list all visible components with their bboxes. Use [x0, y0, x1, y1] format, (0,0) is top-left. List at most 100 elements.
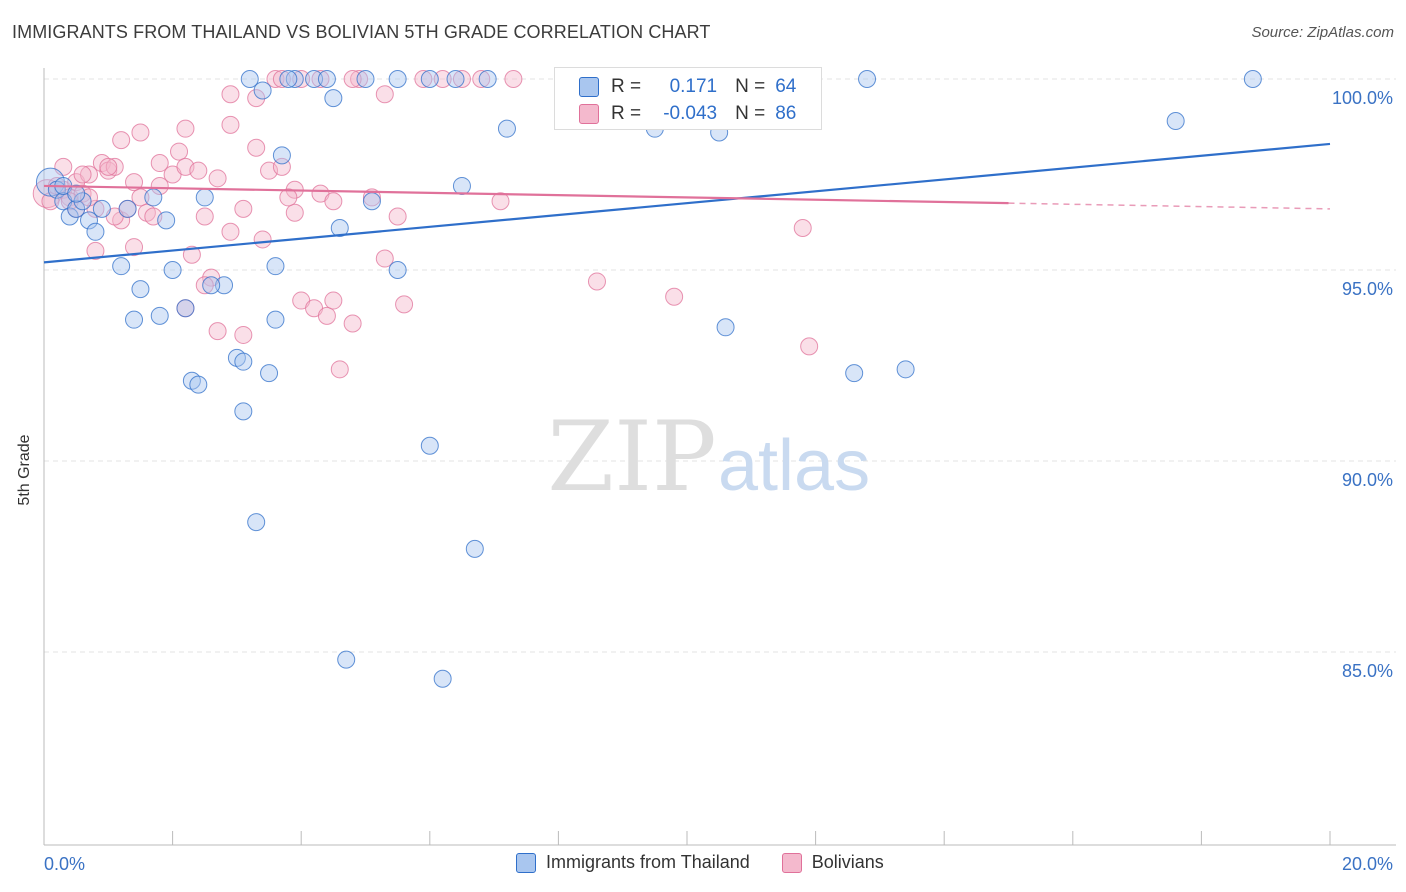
r-value: 0.171	[669, 76, 718, 97]
bolivians-trend-line	[43, 184, 1009, 205]
bolivians-point	[324, 192, 343, 211]
thailand-point	[86, 222, 105, 241]
bolivians-point	[86, 241, 105, 260]
bolivians-point	[343, 314, 362, 333]
bolivians-point	[272, 70, 291, 88]
bolivians-point	[105, 157, 124, 176]
bolivians-point	[279, 188, 298, 207]
bolivians-point	[176, 119, 195, 138]
bolivians-point	[311, 70, 330, 88]
thailand-point	[253, 81, 272, 100]
bolivians-point	[452, 70, 471, 88]
thailand-point	[858, 70, 877, 88]
n-label: N =	[735, 76, 766, 97]
thailand-points	[35, 70, 1262, 688]
thailand-point	[266, 257, 285, 276]
legend-label-thailand: Immigrants from Thailand	[546, 852, 750, 872]
bolivians-point	[221, 85, 240, 104]
x-tick-label-max: 20.0%	[1342, 854, 1393, 874]
legend-label-bolivians: Bolivians	[811, 852, 884, 872]
bolivians-point	[131, 188, 150, 207]
bolivians-swatch	[781, 852, 802, 873]
x-tick-label-min: 0.0%	[44, 854, 85, 874]
bolivians-point	[587, 272, 606, 291]
bolivians-point	[665, 287, 684, 306]
bolivians-point	[504, 70, 523, 88]
thailand-point	[478, 70, 497, 88]
thailand-point	[285, 70, 304, 88]
thailand-point	[67, 184, 86, 203]
bolivians-point	[150, 154, 169, 173]
bolivians-point	[234, 325, 253, 344]
thailand-point	[356, 70, 375, 88]
thailand-point	[845, 364, 864, 383]
bolivians-point	[266, 70, 285, 88]
thailand-point	[67, 199, 86, 218]
bolivians-point	[112, 131, 131, 150]
thailand-point	[362, 192, 381, 211]
series-legend: Immigrants from Thailand Bolivians	[516, 852, 916, 873]
bolivians-point	[221, 115, 240, 134]
thailand-point	[240, 70, 259, 88]
thailand-point	[35, 167, 65, 197]
watermark: ZIP atlas	[547, 401, 870, 513]
bolivians-point	[793, 218, 812, 237]
bolivians-point	[362, 188, 381, 207]
bolivians-point	[41, 192, 60, 211]
stats-row-bolivians: R = -0.043 N = 86	[579, 101, 796, 127]
thailand-trend-line	[43, 142, 1331, 264]
bolivians-point	[433, 70, 452, 88]
thailand-point	[195, 188, 214, 207]
chart-title: IMMIGRANTS FROM THAILAND VS BOLIVIAN 5TH…	[12, 22, 711, 42]
stats-row-thailand: R = 0.171 N = 64	[579, 74, 796, 100]
bolivians-point	[60, 192, 79, 211]
bolivians-point	[285, 203, 304, 222]
thailand-point	[896, 360, 915, 379]
thailand-point	[92, 199, 111, 218]
bolivians-point	[131, 123, 150, 142]
y-tick-label: 85.0%	[1342, 661, 1393, 681]
bolivians-point	[253, 230, 272, 249]
bolivians-point	[350, 70, 369, 88]
thailand-point	[80, 211, 99, 230]
stats-legend: R = 0.171 N = 64 R = -0.043 N = 86	[554, 67, 822, 130]
bolivians-swatch	[579, 104, 599, 124]
r-label: R =	[611, 103, 642, 124]
thailand-point	[330, 218, 349, 237]
thailand-point	[163, 261, 182, 279]
bolivians-point	[375, 249, 394, 268]
thailand-point	[176, 299, 195, 318]
thailand-point	[234, 352, 253, 371]
n-value: 64	[775, 76, 797, 97]
thailand-point	[446, 70, 465, 88]
thailand-swatch	[516, 852, 536, 873]
legend-item-thailand[interactable]: Immigrants from Thailand	[516, 852, 750, 873]
bolivians-point	[292, 70, 311, 88]
bolivians-point	[170, 142, 189, 161]
bolivians-point	[472, 70, 491, 88]
thailand-point	[260, 364, 279, 383]
axes	[43, 68, 1396, 846]
thailand-point	[465, 539, 484, 558]
bolivians-points	[32, 70, 819, 379]
thailand-point	[157, 211, 176, 230]
legend-item-bolivians[interactable]: Bolivians	[781, 852, 884, 873]
bolivians-point	[375, 85, 394, 104]
r-label: R =	[611, 76, 642, 97]
bolivians-point	[247, 89, 266, 108]
thailand-point	[73, 192, 92, 211]
bolivians-point	[73, 165, 92, 184]
thailand-point	[215, 276, 234, 295]
bolivians-point	[195, 207, 214, 226]
y-tick-label: 100.0%	[1332, 88, 1393, 108]
bolivians-point	[330, 360, 349, 379]
bolivians-point	[150, 176, 169, 195]
thailand-swatch	[579, 77, 599, 97]
thailand-point	[433, 669, 452, 688]
n-value: 86	[775, 103, 797, 124]
thailand-point	[317, 70, 336, 88]
bolivians-point	[125, 238, 144, 257]
thailand-point	[144, 188, 163, 207]
thailand-point	[266, 310, 285, 329]
